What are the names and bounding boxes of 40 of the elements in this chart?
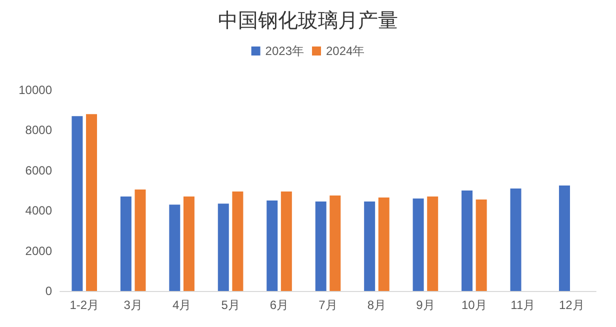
bar [510,188,522,291]
bar [558,185,570,291]
x-tick-label: 1-2月 [70,298,100,312]
legend-label: 2024年 [326,44,365,58]
bar [476,200,487,291]
bar [378,198,390,291]
bar [315,202,326,291]
x-tick-label: 3月 [124,298,142,312]
bar [427,196,438,291]
bar [169,204,180,291]
x-tick-label: 4月 [172,298,192,312]
y-tick-label: 0 [45,284,52,298]
bar [266,200,278,291]
bar [462,190,473,291]
x-tick-label: 11月 [510,298,536,312]
bar [183,196,194,291]
x-tick-label: 5月 [221,298,240,312]
bar [330,196,341,291]
bar [72,116,83,291]
chart-title: 中国钢化玻璃月产量 [218,10,398,32]
x-tick-label: 12月 [558,298,584,312]
bar [232,192,244,291]
bar [218,204,229,291]
y-tick-label: 8000 [25,123,52,138]
x-tick-label: 6月 [270,298,289,312]
y-tick-label: 10000 [18,83,52,97]
legend-label: 2023年 [265,44,304,58]
x-tick-label: 8月 [367,298,386,312]
y-tick-label: 2000 [25,244,52,258]
bar [364,202,376,291]
bar [412,198,424,291]
bar [280,192,292,291]
y-tick-label: 6000 [25,163,52,178]
bar [86,114,98,291]
x-tick-label: 9月 [416,298,435,312]
x-tick-label: 7月 [318,298,338,312]
x-tick-label: 10月 [462,298,487,312]
y-tick-label: 4000 [25,204,52,218]
bar [134,189,146,291]
bar [120,196,132,291]
